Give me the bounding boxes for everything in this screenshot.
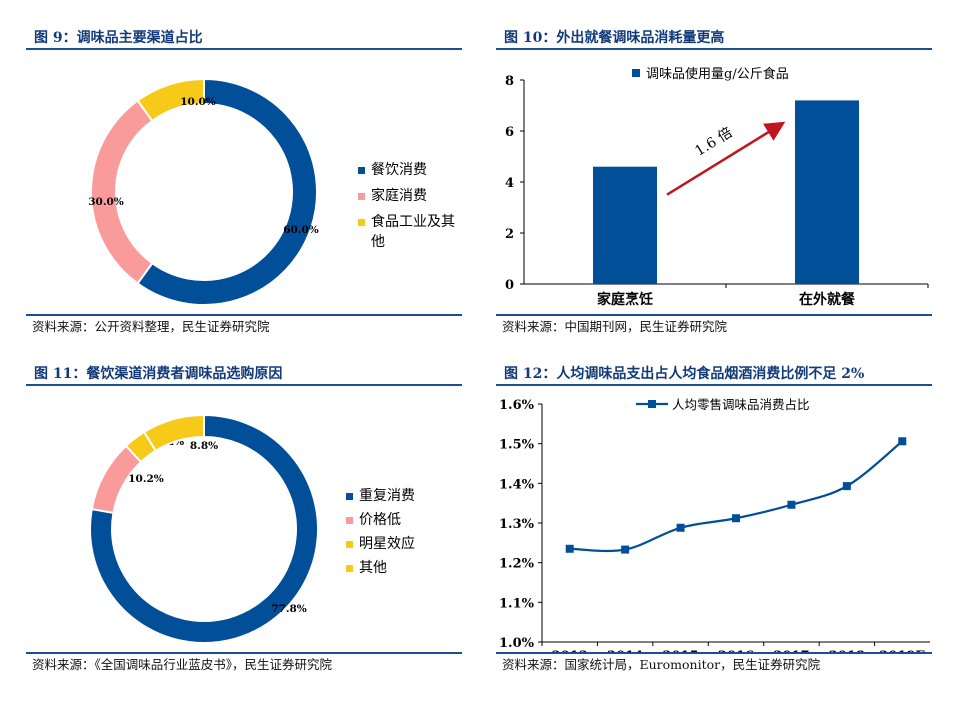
data-point: [898, 437, 907, 446]
x-tick-label: 2017: [773, 649, 809, 652]
chart12-plot: 1.0% 1.1% 1.2% 1.3% 1.4% 1.5% 1.6% 2013 2014 2015…: [496, 386, 932, 664]
legend-swatch: [358, 193, 365, 200]
x-tick-label: 2014: [607, 649, 643, 652]
legend-label: 价格低: [359, 512, 401, 528]
data-point: [842, 482, 851, 491]
slice-label: 8.8%: [190, 440, 218, 452]
legend-swatch: [346, 517, 353, 524]
donut-slice: [142, 413, 205, 453]
legend-item-celebrity: 明星效应: [346, 534, 451, 554]
chart9-title: 图 9：调味品主要渠道占比: [26, 28, 462, 50]
chart11-legend: 重复消费 价格低 明星效应 其他: [346, 486, 451, 582]
legend-label: 重复消费: [359, 488, 415, 504]
x-tick-label: 2016: [718, 649, 754, 652]
y-tick-label: 1.2%: [499, 557, 535, 572]
chart9-plot: 60.0% 30.0% 10.0% 餐饮消费 家庭消费 食品工业及其他: [26, 50, 462, 314]
donut-slice: [136, 77, 318, 306]
consumption-panel: 图 10：外出就餐调味品消耗量更高 0 2 4 6 8 家庭烹饪 在外就餐 调味品使用量g/公…: [496, 28, 932, 338]
data-point: [676, 523, 685, 532]
x-tick-label: 2013: [552, 649, 588, 652]
y-tick-label: 4: [505, 176, 514, 191]
purchase-reason-panel: 图 11：餐饮渠道消费者调味品选购原因 77.8%10.2%3.2%8.8% 重…: [26, 364, 462, 676]
chart9-source: 资料来源：公开资料整理，民生证券研究院: [26, 314, 462, 338]
y-tick-label: 1.6%: [499, 398, 535, 413]
legend-label: 其他: [359, 560, 387, 576]
slice-label: 10.2%: [128, 473, 164, 485]
legend-swatch: [346, 565, 353, 572]
legend-marker: [648, 400, 656, 408]
donut-slice: [90, 99, 154, 285]
y-tick-label: 1.1%: [499, 596, 535, 611]
chart10-source: 资料来源：中国期刊网，民生证券研究院: [496, 314, 932, 338]
bar: [593, 166, 657, 284]
legend-label: 餐饮消费: [371, 162, 427, 178]
channel-share-panel: 图 9：调味品主要渠道占比 60.0% 30.0% 10.0% 餐饮消费 家庭消费 …: [26, 28, 462, 338]
chart12-title: 图 12：人均调味品支出占人均食品烟酒消费比例不足 2%: [496, 364, 932, 386]
legend-label: 家庭消费: [371, 188, 427, 204]
legend-swatch: [346, 493, 353, 500]
chart9-svg: 60.0% 30.0% 10.0%: [88, 77, 319, 306]
x-tick-label: 在外就餐: [799, 291, 856, 308]
x-tick-label: 2015: [662, 649, 698, 652]
legend-label: 人均零售调味品消费占比: [672, 397, 810, 412]
chart12-svg: 1.0% 1.1% 1.2% 1.3% 1.4% 1.5% 1.6% 2013 2014 2015…: [499, 397, 930, 664]
data-point: [565, 544, 574, 553]
legend-item-repeat: 重复消费: [346, 486, 451, 506]
x-tick-label: 家庭烹饪: [597, 291, 653, 308]
legend-swatch: [358, 219, 365, 226]
x-tick-label: 2019E: [879, 649, 925, 652]
chart10-svg: 0 2 4 6 8 家庭烹饪 在外就餐 调味品使用量g/公斤食品 1.6 倍: [505, 66, 929, 308]
slice-label: 30.0%: [88, 196, 124, 208]
bar: [795, 100, 859, 285]
legend-swatch: [358, 167, 365, 174]
slice-label: 10.0%: [180, 96, 216, 108]
data-point: [787, 500, 796, 509]
y-tick-label: 2: [505, 227, 514, 242]
growth-annotation: 1.6 倍: [692, 125, 735, 160]
legend-item-price: 价格低: [346, 510, 451, 530]
chart11-svg: 77.8%10.2%3.2%8.8%: [89, 413, 319, 644]
donut-slice: [136, 77, 205, 123]
legend-label: 食品工业及其他: [371, 214, 455, 250]
spending-ratio-panel: 图 12：人均调味品支出占人均食品烟酒消费比例不足 2% 1.0% 1.1% 1.2…: [496, 364, 932, 676]
slice-label: 77.8%: [271, 603, 307, 615]
chart11-title: 图 11：餐饮渠道消费者调味品选购原因: [26, 364, 462, 386]
legend-swatch: [346, 541, 353, 548]
y-tick-label: 1.4%: [499, 477, 535, 492]
legend-item-other: 其他: [346, 558, 451, 578]
chart10-plot: 0 2 4 6 8 家庭烹饪 在外就餐 调味品使用量g/公斤食品 1.6 倍: [496, 50, 932, 314]
y-tick-label: 1.3%: [499, 517, 535, 532]
legend-swatch: [632, 69, 640, 77]
growth-arrow: [666, 121, 786, 196]
data-point: [732, 514, 740, 523]
chart10-title: 图 10：外出就餐调味品消耗量更高: [496, 28, 932, 50]
legend-item-dining: 餐饮消费: [358, 160, 463, 180]
y-tick-label: 8: [505, 74, 514, 89]
slice-label: 60.0%: [283, 224, 319, 236]
data-point: [621, 545, 630, 554]
chart12-source: 资料来源：国家统计局，Euromonitor，民生证券研究院: [496, 652, 932, 676]
chart11-plot: 77.8%10.2%3.2%8.8% 重复消费 价格低 明星效应 其他: [26, 386, 462, 652]
series-line: [569, 440, 903, 553]
y-tick-label: 1.0%: [499, 636, 535, 651]
legend-label: 调味品使用量g/公斤食品: [646, 66, 789, 82]
legend-item-industry: 食品工业及其他: [358, 212, 463, 252]
donut-slice: [89, 413, 319, 644]
y-tick-label: 0: [505, 278, 514, 293]
y-tick-label: 1.5%: [499, 438, 535, 453]
legend-label: 明星效应: [359, 536, 415, 552]
legend-item-household: 家庭消费: [358, 186, 463, 206]
chart11-source: 资料来源：《全国调味品行业蓝皮书》，民生证券研究院: [26, 652, 462, 676]
chart9-legend: 餐饮消费 家庭消费 食品工业及其他: [358, 160, 463, 258]
x-tick-label: 2018: [829, 649, 865, 652]
y-tick-label: 6: [505, 125, 514, 140]
